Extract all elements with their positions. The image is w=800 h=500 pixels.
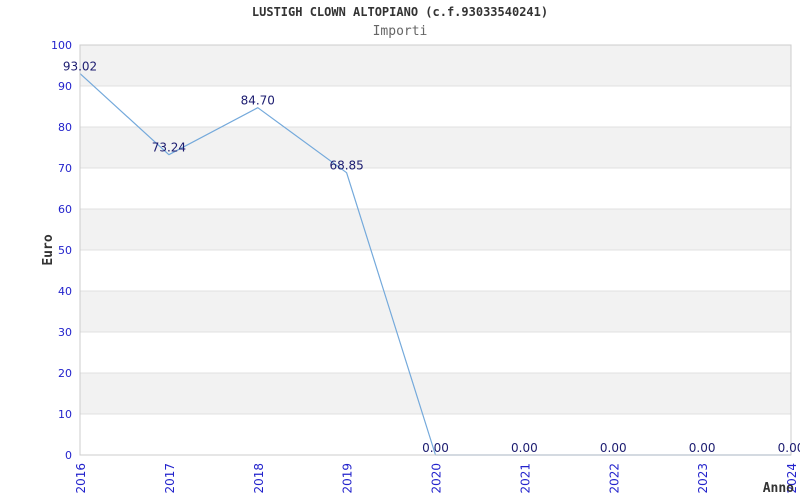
y-tick-label: 80 — [58, 121, 72, 134]
axis-labels-group: 0 10 20 30 40 50 60 70 80 90 100 2016 2017 2018 2019 20… — [41, 39, 799, 494]
x-tick-label: 2022 — [607, 463, 621, 494]
grid-group — [80, 85, 791, 415]
chart-title: LUSTIGH CLOWN ALTOPIANO (c.f.93033540241… — [251, 5, 549, 19]
x-tick-label: 2019 — [341, 463, 355, 494]
x-tick-label: 2020 — [430, 463, 444, 494]
x-tick-label: 2023 — [696, 463, 710, 494]
plot-border — [79, 44, 792, 456]
data-label: 68.85 — [329, 159, 363, 173]
bands-group — [80, 45, 791, 414]
data-labels-group: 93.02 73.24 84.70 68.85 0.00 0.00 0.00 0.00 0.00 — [63, 60, 800, 455]
data-label: 84.70 — [241, 94, 275, 108]
band — [80, 373, 791, 414]
y-tick-label: 10 — [58, 408, 72, 421]
data-label: 0.00 — [600, 441, 627, 455]
x-axis-title: Anno — [762, 481, 794, 496]
data-label: 0.00 — [422, 441, 449, 455]
data-label: 93.02 — [63, 60, 97, 74]
y-axis-title: Euro — [41, 234, 56, 265]
y-tick-label: 100 — [51, 39, 72, 52]
data-label: 0.00 — [689, 441, 716, 455]
x-tick-label: 2024 — [785, 463, 799, 494]
x-tick-label: 2017 — [163, 463, 177, 494]
y-tick-label: 0 — [65, 449, 72, 462]
chart-subtitle: Importi — [372, 24, 428, 39]
y-tick-label: 50 — [58, 244, 72, 257]
x-tick-label: 2018 — [252, 463, 266, 494]
y-tick-label: 20 — [58, 367, 72, 380]
plot-border-group — [79, 44, 792, 456]
x-tick-label: 2016 — [74, 463, 88, 494]
data-label: 0.00 — [778, 441, 800, 455]
y-tick-label: 30 — [58, 326, 72, 339]
data-label: 0.00 — [511, 441, 538, 455]
band — [80, 127, 791, 168]
band — [80, 291, 791, 332]
y-tick-label: 70 — [58, 162, 72, 175]
y-tick-label: 60 — [58, 203, 72, 216]
x-tick-label: 2021 — [518, 463, 532, 494]
band — [80, 209, 791, 250]
data-label: 73.24 — [152, 141, 186, 155]
y-tick-label: 90 — [58, 80, 72, 93]
band — [80, 45, 791, 86]
y-tick-label: 40 — [58, 285, 72, 298]
